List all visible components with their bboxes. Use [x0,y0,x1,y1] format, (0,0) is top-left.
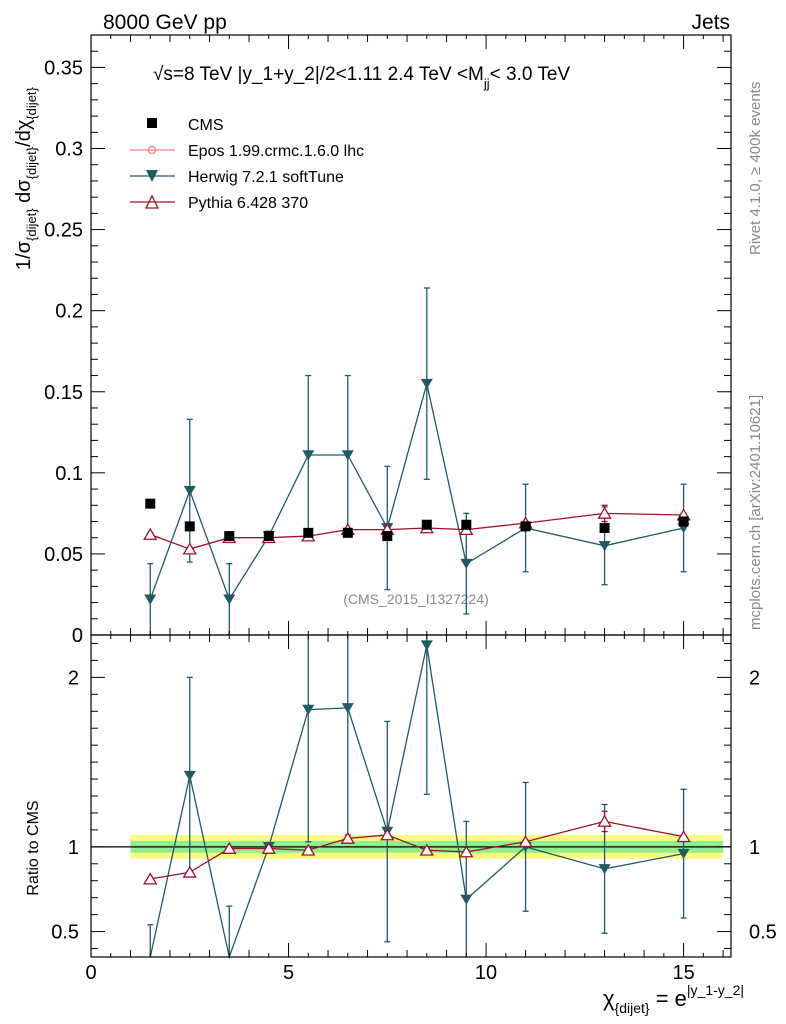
ratio-uncertainty-band [91,834,731,859]
cms-data-point [224,531,235,542]
herwig-ratio-point [341,703,354,714]
legend: CMS Epos 1.99.crmc.1.6.0 lhc Herwig 7.2.… [130,117,364,212]
herwig-ratio-point [460,894,473,905]
pythia-ratio-point [301,843,316,856]
cms-data-point [678,516,689,527]
pythia-ratio-point [380,828,395,841]
mcplots-label: mcplots.cern.ch [arXiv:2401.10621] [747,395,764,630]
ratio-y-axis-label: Ratio to CMS [25,800,42,895]
cms-data-point [145,498,156,509]
main-y-tick-label: 0.15 [44,382,83,404]
legend-cms-marker [147,118,157,128]
main-y-tick-label: 0.25 [44,220,83,242]
herwig-main-point [302,450,315,461]
cms-data-point [342,527,353,538]
herwig-ratio-point [183,770,196,782]
header-energy-label: 8000 GeV pp [103,11,227,34]
pythia-ratio-point [222,841,237,854]
chart-title: √s=8 TeV |y_1+y_2|/2<1.11 2.4 TeV <Mjj< … [153,64,570,91]
ratio-y-tick-label: 0.5 [51,922,79,944]
legend-epos-label: Epos 1.99.crmc.1.6.0 lhc [188,143,364,160]
herwig-ratio-line [149,645,684,960]
pythia-main-point [597,506,612,519]
pythia-ratio-point [459,845,474,858]
herwig-main-point [223,594,236,605]
herwig-ratio-point [598,864,611,875]
legend-pythia-marker [144,194,160,209]
cms-data-point [599,522,610,533]
rivet-version-label: Rivet 4.1.0, ≥ 400k events [747,82,764,255]
main-y-tick-label: 0.05 [44,544,83,566]
pythia-main-point [143,527,158,540]
pythia-ratio-point [518,835,533,848]
cms-data-point [421,519,432,530]
legend-cms-label: CMS [188,117,224,134]
pythia-ratio-point [419,843,434,856]
x-tick-label: 10 [475,962,497,984]
pythia-ratio-point [597,814,612,827]
ratio-plot-area [143,635,691,960]
ratio-y-tick-label: 1 [68,837,79,859]
herwig-main-point [183,485,196,497]
herwig-main-point [460,558,473,570]
cms-data-point [263,531,274,542]
herwig-main-point [598,541,611,552]
herwig-ratio-point [302,704,315,715]
pythia-ratio-line [150,820,684,880]
herwig-ratio-point [677,848,690,860]
pythia-main-line [150,512,684,550]
main-plot-area [143,287,691,635]
pythia-ratio-point [676,829,691,843]
main-y-tick-label: 0.35 [44,57,83,79]
header-process-label: Jets [691,11,730,34]
x-tick-label: 5 [283,962,294,984]
main-plot-frame [90,34,732,636]
pythia-ratio-point [340,831,355,844]
pythia-main-point [182,542,197,555]
herwig-main-line [149,383,684,601]
herwig-main-point [341,450,354,461]
herwig-ratio-point [420,640,433,651]
pythia-ratio-point [182,865,197,878]
herwig-main-point [420,378,433,390]
legend-herwig-label: Herwig 7.2.1 softTune [188,169,344,186]
ratio-y-tick-label-right: 0.5 [749,922,777,944]
cms-data-point [303,527,314,538]
cms-data-point [184,521,195,532]
ratio-y-tick-label-right: 2 [749,667,760,689]
pythia-ratio-point [261,841,276,854]
x-tick-label: 0 [85,962,96,984]
ratio-plot-frame [90,634,732,958]
axes: 0 5 10 15 0 0.05 0.1 0.15 0.2 0.25 0.3 0.35 0.5 0.5 1 1… [44,34,777,984]
main-y-tick-label: 0.1 [55,463,83,485]
cms-data-point [382,531,393,542]
main-y-axis-label: 1/σ{dijet} dσ{dijet}/dχ{dijet} [13,86,39,270]
analysis-watermark: (CMS_2015_I1327224) [343,591,489,607]
cms-data-point [520,521,531,532]
pythia-ratio-point [143,872,158,885]
ratio-y-tick-label: 2 [68,667,79,689]
ratio-y-tick-label-right: 1 [749,837,760,859]
legend-pythia-label: Pythia 6.428 370 [188,195,308,212]
herwig-main-point [144,594,157,605]
x-tick-label: 15 [672,962,694,984]
cms-data-point [461,519,472,530]
main-y-tick-label: 0.2 [55,301,83,323]
legend-herwig-marker [146,170,158,182]
x-axis-label: χ{dijet} = e|y_1-y_2| [603,982,744,1016]
legend-epos-marker [147,145,157,155]
main-y-tick-label: 0 [72,625,83,647]
main-y-tick-label: 0.3 [55,139,83,161]
